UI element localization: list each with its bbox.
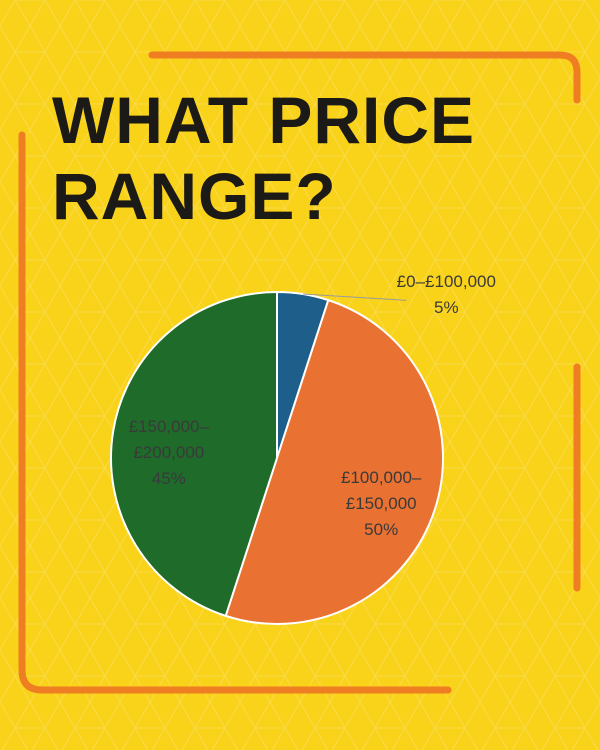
slice-label: £0–£100,000 5%	[391, 269, 501, 321]
pie-slice	[110, 290, 278, 618]
value-label: 5%	[434, 298, 459, 318]
pie-slice	[224, 298, 444, 625]
chart-title: WHAT PRICE RANGE?	[52, 83, 476, 233]
frame-top	[148, 51, 581, 104]
leader-line	[302, 293, 407, 301]
slice-label: £100,000–£150,000 50%	[326, 465, 436, 543]
category-label: £0–£100,000	[396, 272, 496, 292]
pie	[110, 290, 444, 625]
frame-left	[18, 131, 452, 694]
slice-label: £150,000–£200,000 45%	[114, 414, 224, 492]
value-label: 50%	[364, 519, 399, 539]
category-label: £150,000–£200,000	[128, 416, 209, 462]
value-label: 45%	[151, 468, 186, 488]
category-label: £100,000–£150,000	[341, 467, 422, 513]
